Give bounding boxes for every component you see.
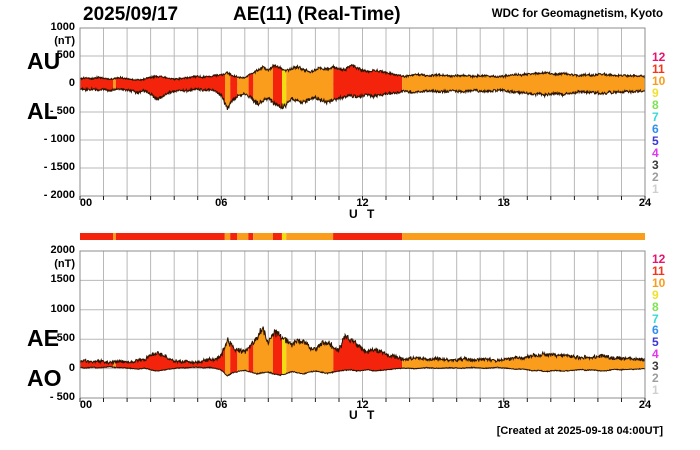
- x-tick-label: 12: [356, 399, 369, 411]
- activity-level-label: 11: [652, 62, 665, 76]
- activity-level-label: 1: [652, 382, 659, 397]
- x-tick-label: 18: [497, 197, 510, 209]
- x-tick-label: 00: [79, 399, 93, 411]
- y-tick-label: 1500: [50, 273, 75, 286]
- y-tick-label: 0: [68, 77, 75, 89]
- y-tick-label: 500: [56, 332, 75, 345]
- x-axis-title-top: U T: [349, 207, 378, 221]
- x-tick-label: 24: [638, 197, 652, 209]
- y-tick-label: 0: [68, 361, 75, 374]
- y-axis-unit: (nT): [54, 35, 75, 47]
- activity-level-label: 7: [652, 110, 659, 124]
- activity-level-label: 12: [652, 252, 666, 266]
- activity-level-label: 3: [652, 158, 659, 172]
- y-tick-label: 2000: [50, 244, 75, 256]
- x-tick-label: 06: [215, 197, 228, 209]
- activity-level-label: 2: [652, 371, 659, 385]
- credit-text: WDC for Geomagnetism, Kyoto: [491, 8, 663, 20]
- activity-level-label: 8: [652, 299, 659, 314]
- series-label-ae: AE: [27, 325, 59, 351]
- y-tick-label: - 500: [49, 391, 75, 403]
- y-axis-unit: (nT): [54, 258, 75, 270]
- activity-level-label: 12: [652, 50, 666, 64]
- activity-level-label: 10: [652, 275, 666, 290]
- y-tick-label: - 2000: [43, 189, 75, 201]
- activity-level-label: 6: [652, 122, 659, 136]
- activity-level-label: 4: [652, 347, 659, 362]
- y-tick-label: 1000: [50, 21, 75, 33]
- y-tick-label: 500: [56, 49, 75, 61]
- x-tick-label: 18: [497, 399, 510, 411]
- activity-level-label: 11: [652, 263, 665, 278]
- y-tick-label: - 1000: [43, 133, 75, 145]
- created-timestamp: [Created at 2025-09-18 04:00UT]: [496, 425, 663, 437]
- x-tick-label: 00: [79, 197, 93, 209]
- activity-level-label: 9: [652, 86, 659, 100]
- activity-level-label: 6: [652, 323, 659, 338]
- x-tick-label: 12: [356, 197, 369, 209]
- series-label-au: AU: [27, 48, 61, 74]
- activity-level-label: 5: [652, 134, 659, 148]
- activity-level-label: 5: [652, 335, 659, 350]
- chart-date: 2025/09/17: [83, 4, 179, 25]
- activity-level-label: 3: [652, 359, 659, 374]
- activity-level-label: 4: [652, 146, 659, 160]
- chart-title: AE(11) (Real-Time): [233, 4, 401, 25]
- activity-level-label: 1: [652, 182, 659, 196]
- activity-level-label: 8: [652, 98, 659, 112]
- activity-level-label: 2: [652, 170, 659, 184]
- series-label-al: AL: [27, 98, 58, 124]
- x-tick-label: 24: [638, 399, 652, 411]
- y-tick-label: 1000: [50, 302, 75, 315]
- activity-level-label: 7: [652, 311, 659, 326]
- x-tick-label: 06: [215, 399, 228, 411]
- series-label-ao: AO: [27, 365, 62, 391]
- activity-level-label: 10: [652, 74, 666, 88]
- y-tick-label: - 1500: [43, 161, 75, 173]
- activity-level-label: 9: [652, 287, 659, 302]
- y-tick-label: - 500: [49, 105, 75, 117]
- x-axis-title-bottom: U T: [349, 408, 378, 422]
